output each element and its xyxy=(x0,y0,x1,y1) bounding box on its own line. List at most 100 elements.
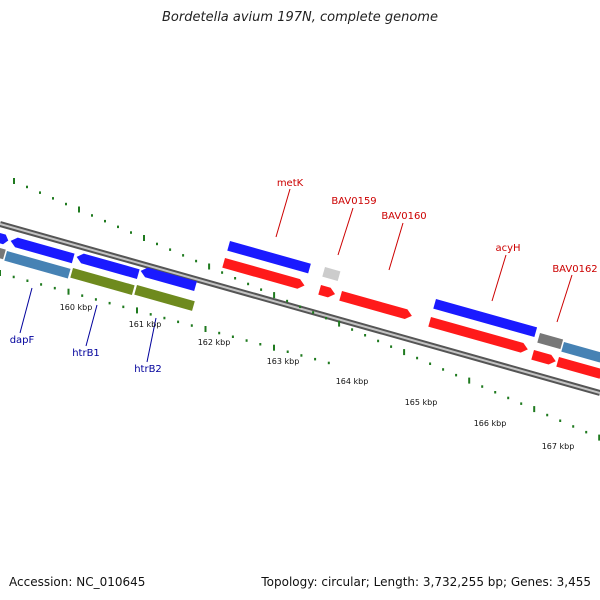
minor-tick xyxy=(149,313,152,316)
gene-feature xyxy=(10,237,75,264)
leader-htrB2 xyxy=(146,317,157,363)
gene-feature-BAV0160-a xyxy=(318,285,336,298)
scale-label-160kbp: 160 kbp xyxy=(60,303,93,312)
minor-tick xyxy=(190,324,193,327)
minor-tick xyxy=(39,191,41,194)
minor-tick xyxy=(81,294,84,297)
major-tick xyxy=(273,292,276,299)
gene-feature xyxy=(556,357,600,379)
minor-tick xyxy=(559,419,562,422)
major-tick xyxy=(338,320,341,327)
major-tick xyxy=(533,406,536,413)
minor-tick xyxy=(546,413,549,417)
major-tick xyxy=(78,206,80,213)
leader-BAV0162 xyxy=(556,274,573,323)
minor-tick xyxy=(247,282,250,286)
minor-tick xyxy=(117,225,119,229)
minor-tick xyxy=(494,391,497,394)
scale-label-161kbp: 161 kbp xyxy=(129,320,162,329)
major-tick xyxy=(136,307,138,314)
scale-label-162kbp: 162 kbp xyxy=(198,338,231,347)
minor-tick xyxy=(234,277,237,280)
minor-tick xyxy=(163,316,166,320)
minor-tick xyxy=(455,373,458,377)
scale-label-166kbp: 166 kbp xyxy=(474,419,507,428)
minor-tick xyxy=(12,275,15,279)
leader-acyH xyxy=(491,254,507,302)
gene-label-htrB1: htrB1 xyxy=(72,348,100,359)
minor-tick xyxy=(585,430,588,434)
minor-tick xyxy=(122,305,125,309)
leader-BAV0160 xyxy=(388,222,404,271)
minor-tick xyxy=(429,362,432,365)
scale-label-167kbp: 167 kbp xyxy=(542,442,575,451)
gene-feature xyxy=(140,267,197,292)
minor-tick xyxy=(314,357,317,361)
gene-label-BAV0160: BAV0160 xyxy=(381,211,426,222)
gene-label-BAV0159: BAV0159 xyxy=(331,196,376,207)
minor-tick xyxy=(442,368,445,371)
minor-tick xyxy=(390,345,393,348)
minor-tick xyxy=(300,354,303,357)
minor-tick xyxy=(26,279,29,282)
minor-tick xyxy=(572,425,575,428)
minor-tick xyxy=(130,231,132,234)
gene-features xyxy=(0,233,600,379)
gene-feature-BAV0159 xyxy=(322,267,341,281)
major-tick xyxy=(468,377,471,384)
minor-tick xyxy=(377,339,380,343)
gene-label-acyH: acyH xyxy=(495,243,520,254)
gene-feature-htrB2 xyxy=(134,285,195,311)
accession-text: Accession: NC_010645 xyxy=(9,575,146,589)
minor-tick xyxy=(520,402,523,405)
gene-feature xyxy=(76,253,140,279)
minor-tick xyxy=(481,385,484,388)
minor-tick xyxy=(221,271,224,274)
label-leaders xyxy=(19,188,573,363)
gene-feature-htrB1 xyxy=(70,268,135,295)
minor-tick xyxy=(65,202,67,206)
minor-tick xyxy=(507,396,510,400)
map-title: Bordetella avium 197N, complete genome xyxy=(162,10,438,25)
minor-tick xyxy=(327,361,330,365)
major-tick xyxy=(273,344,275,351)
gene-feature-dapF xyxy=(4,251,71,279)
minor-tick xyxy=(351,328,354,331)
major-tick xyxy=(143,235,145,241)
gene-feature xyxy=(0,233,9,245)
leader-htrB1 xyxy=(85,304,98,347)
gene-feature xyxy=(0,248,6,260)
scale-label-163kbp: 163 kbp xyxy=(267,357,300,366)
gene-feature xyxy=(428,317,528,353)
minor-tick xyxy=(52,197,54,200)
gene-feature-acyH xyxy=(433,299,538,338)
tick-track-outer xyxy=(13,178,600,441)
major-tick xyxy=(208,263,211,270)
minor-tick xyxy=(286,350,289,353)
minor-tick xyxy=(156,242,158,246)
minor-tick xyxy=(259,343,262,346)
minor-tick xyxy=(195,259,198,263)
minor-tick xyxy=(108,301,111,305)
minor-tick xyxy=(26,185,28,189)
minor-tick xyxy=(364,334,367,337)
major-tick xyxy=(598,434,600,441)
minor-tick xyxy=(416,356,419,360)
minor-tick xyxy=(245,339,248,342)
gene-label-htrB2: htrB2 xyxy=(134,364,162,375)
gene-label-BAV0162: BAV0162 xyxy=(552,264,597,275)
minor-tick xyxy=(40,283,43,286)
minor-tick xyxy=(231,335,234,338)
major-tick xyxy=(13,178,15,184)
tick-track-inner xyxy=(0,270,330,365)
minor-tick xyxy=(312,311,315,314)
minor-tick xyxy=(169,248,172,251)
minor-tick xyxy=(94,298,97,301)
gene-feature xyxy=(537,333,564,350)
scale-label-165kbp: 165 kbp xyxy=(405,398,438,407)
gene-label-dapF: dapF xyxy=(10,335,35,346)
minor-tick xyxy=(218,331,221,335)
gene-feature-BAV0160 xyxy=(339,291,412,320)
major-tick xyxy=(0,270,1,276)
major-tick xyxy=(67,288,70,295)
